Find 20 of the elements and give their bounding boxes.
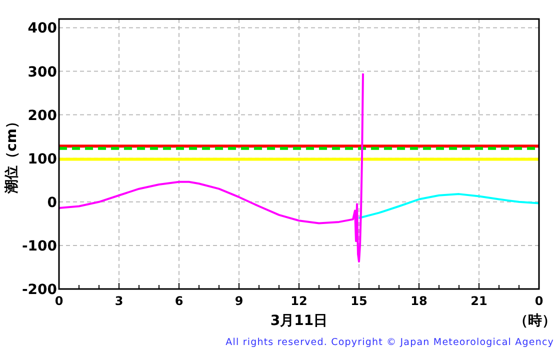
- x-tick-label: 6: [174, 294, 184, 308]
- x-tick-label: 3: [114, 294, 124, 308]
- text: All rights reserved. Copyright © Japan Meteorological Agency: [226, 337, 554, 348]
- x-tick-label: 18: [410, 294, 428, 308]
- x-tick-label: 21: [470, 294, 488, 308]
- text: （時）: [514, 313, 556, 329]
- x-axis-title: 3月11日: [270, 313, 328, 329]
- y-tick-label: 200: [28, 108, 58, 124]
- y-tick-label: 400: [28, 20, 58, 37]
- x-tick-label: 9: [234, 294, 244, 308]
- y-tick-label: 100: [28, 151, 58, 168]
- y-tick-label: -200: [22, 282, 58, 298]
- y-tick-label: 300: [28, 64, 58, 80]
- y-axis-title: 潮位（cm）: [4, 114, 20, 194]
- y-tick-label: 0: [47, 194, 58, 211]
- x-tick-label: 15: [350, 294, 368, 308]
- x-tick-label: 0: [534, 294, 544, 308]
- line-series: [358, 193, 539, 220]
- y-tick-label: -100: [22, 238, 58, 254]
- x-tick-label: 12: [290, 294, 308, 308]
